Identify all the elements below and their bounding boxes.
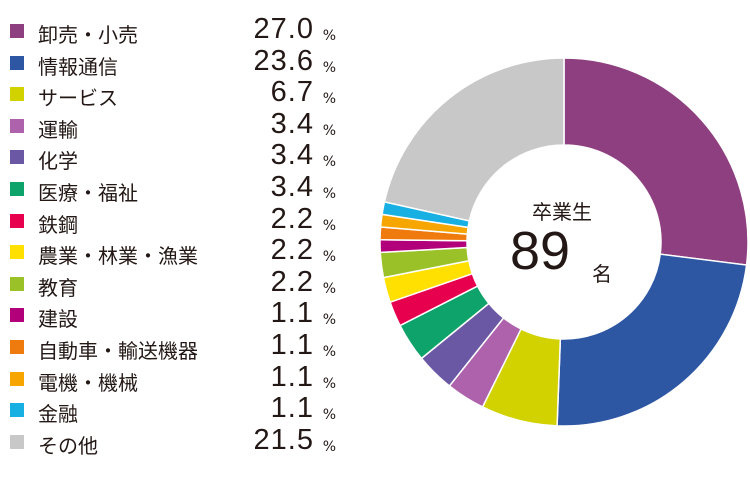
percent-sign: % — [322, 280, 336, 297]
data-label: 27.0 — [253, 13, 314, 45]
data-label: 3.4 — [270, 107, 314, 140]
legend-label: 建設 — [38, 307, 78, 332]
data-label: 2.2 — [270, 265, 314, 298]
data-label: 1.1 — [270, 392, 314, 425]
percent-sign: % — [322, 438, 336, 455]
legend-label: 農業・林業・漁業 — [38, 244, 198, 269]
data-label: 2.2 — [270, 202, 314, 235]
graduate-count: 89 — [510, 221, 571, 281]
legend-swatch — [10, 182, 24, 196]
percent-sign: % — [322, 28, 336, 44]
legend-swatch — [10, 371, 24, 386]
legend-swatch — [10, 245, 24, 260]
legend-label: 情報通信 — [38, 54, 118, 79]
percent-sign: % — [322, 186, 336, 202]
legend-swatch — [10, 55, 24, 70]
data-label: 1.1 — [270, 329, 314, 361]
legend-item: サービス 6.7% — [8, 76, 338, 111]
legend-label: その他 — [38, 433, 98, 458]
donut-chart — [379, 57, 749, 427]
legend-swatch — [10, 403, 24, 418]
legend-swatch — [10, 213, 24, 228]
percent-sign: % — [322, 91, 336, 108]
percent-sign: % — [322, 122, 336, 139]
data-label: 21.5 — [253, 423, 314, 456]
legend-item: その他 21.5% — [8, 423, 338, 458]
legend-swatch — [10, 276, 24, 291]
center-title: 卒業生 — [532, 200, 592, 224]
percent-sign: % — [322, 59, 336, 76]
legend-label: 自動車・輸送機器 — [38, 339, 198, 363]
legend-item: 医療・福祉 3.4% — [8, 171, 338, 205]
legend-label: サービス — [38, 86, 118, 111]
legend-item: 電機・機械 1.1% — [8, 360, 338, 395]
pie-slice — [563, 57, 749, 266]
legend-item: 卸売・小売 27.0% — [8, 13, 338, 47]
percent-sign: % — [322, 407, 336, 424]
legend-label: 医療・福祉 — [38, 181, 138, 205]
pie-slice — [556, 253, 748, 427]
legend-item: 教育 2.2% — [8, 265, 338, 300]
legend-item: 金融 1.1% — [8, 392, 338, 427]
legend-item: 運輸 3.4% — [8, 107, 338, 142]
data-label: 1.1 — [270, 297, 314, 330]
legend-item: 化学 3.4% — [8, 139, 338, 174]
percent-sign: % — [322, 375, 336, 392]
percent-sign: % — [322, 154, 336, 171]
legend-label: 卸売・小売 — [38, 23, 138, 47]
percent-sign: % — [322, 249, 336, 266]
legend-label: 鉄鋼 — [38, 212, 78, 237]
legend-item: 鉄鋼 2.2% — [8, 202, 338, 237]
data-label: 3.4 — [270, 139, 314, 172]
pie-slice — [383, 57, 565, 222]
legend-swatch — [10, 308, 24, 323]
legend-item: 建設 1.1% — [8, 297, 338, 332]
legend-swatch — [10, 24, 24, 38]
legend-item: 自動車・輸送機器 1.1% — [8, 329, 338, 363]
legend-label: 運輸 — [38, 117, 78, 142]
legend-item: 農業・林業・漁業 2.2% — [8, 234, 338, 269]
count-unit: 名 — [592, 262, 612, 286]
legend-swatch — [10, 434, 24, 449]
legend-label: 教育 — [38, 275, 78, 300]
legend-swatch — [10, 118, 24, 133]
legend-swatch — [10, 87, 24, 102]
data-label: 1.1 — [270, 360, 314, 393]
data-label: 6.7 — [270, 76, 314, 109]
data-label: 23.6 — [253, 44, 314, 77]
legend-label: 金融 — [38, 402, 78, 427]
percent-sign: % — [322, 217, 336, 234]
legend-swatch — [10, 340, 24, 354]
percent-sign: % — [322, 312, 336, 329]
legend-item: 情報通信 23.6% — [8, 44, 338, 79]
legend-label: 化学 — [38, 149, 78, 174]
legend-label: 電機・機械 — [38, 370, 138, 395]
legend-swatch — [10, 150, 24, 165]
percent-sign: % — [322, 344, 336, 360]
data-label: 2.2 — [270, 234, 314, 267]
data-label: 3.4 — [270, 171, 314, 203]
